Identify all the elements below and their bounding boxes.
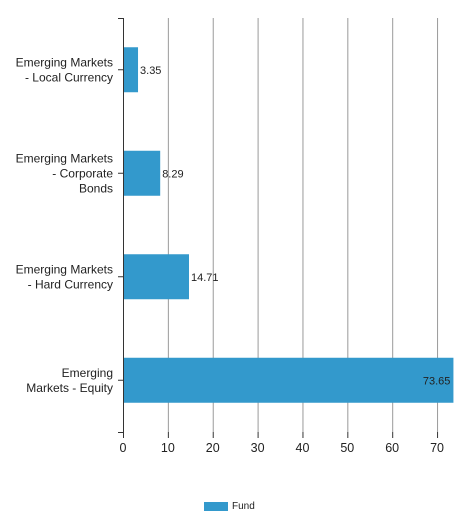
bars [124, 47, 454, 403]
legend-swatch-fund [204, 501, 228, 511]
data-label: 73.65 [423, 375, 451, 387]
category-label-line: Emerging Markets [16, 55, 113, 69]
x-tick-label: 30 [251, 441, 265, 455]
x-tick-label: 60 [385, 441, 399, 455]
legend: Fund [204, 500, 255, 512]
axes [118, 18, 439, 438]
x-tick-label: 20 [206, 441, 220, 455]
gridlines [167, 18, 439, 432]
category-label-line: Bonds [79, 181, 113, 195]
category-label-line: Markets - Equity [26, 381, 113, 395]
category-label: Emerging Markets - Local Currency [16, 55, 113, 84]
category-label-line: Emerging Markets [16, 262, 113, 276]
category-label-line: Emerging [62, 366, 113, 380]
x-tick-label: 10 [161, 441, 175, 455]
category-label: Emerging Markets - Equity [26, 366, 113, 395]
legend-label-fund: Fund [232, 500, 255, 512]
category-label-line: - Local Currency [25, 70, 113, 84]
category-label: Emerging Markets - Corporate Bonds [16, 151, 114, 195]
data-label: 8.29 [162, 168, 183, 180]
data-label: 3.35 [140, 65, 161, 77]
x-tick-label: 0 [120, 441, 127, 455]
x-tick-label: 40 [296, 441, 310, 455]
category-label-line: Emerging Markets [16, 151, 113, 165]
category-label-line: - Hard Currency [28, 277, 113, 291]
bar [124, 47, 139, 93]
bar [124, 150, 161, 196]
bar [124, 254, 189, 300]
x-tick-label: 50 [340, 441, 354, 455]
x-tick-label: 70 [430, 441, 444, 455]
category-label-line: - Corporate [52, 166, 113, 180]
bar [124, 357, 454, 403]
category-label: Emerging Markets - Hard Currency [16, 262, 113, 291]
data-label: 14.71 [191, 272, 219, 284]
